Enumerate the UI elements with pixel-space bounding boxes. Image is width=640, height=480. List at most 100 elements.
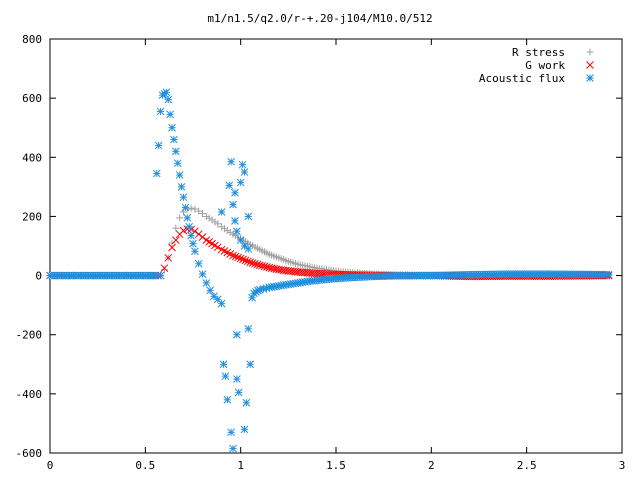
point-acoustic-flux: [183, 214, 192, 222]
point-acoustic-flux: [229, 200, 237, 209]
point-acoustic-flux: [244, 245, 253, 253]
point-r-stress: [214, 220, 222, 228]
legend-label-g-work: G work: [525, 59, 565, 72]
point-acoustic-flux: [187, 231, 195, 240]
point-acoustic-flux: [173, 159, 182, 168]
point-r-stress: [176, 214, 184, 222]
y-tick-label: 800: [22, 33, 42, 46]
point-r-stress: [168, 239, 176, 247]
point-acoustic-flux: [236, 178, 245, 187]
point-acoustic-flux: [240, 242, 249, 250]
point-r-stress: [223, 227, 231, 235]
point-g-work: [265, 263, 274, 272]
point-g-work: [164, 253, 173, 262]
point-r-stress: [172, 224, 180, 232]
point-g-work: [248, 259, 257, 267]
point-acoustic-flux: [240, 168, 249, 176]
x-tick-label: 2.5: [517, 459, 537, 472]
point-acoustic-flux: [225, 181, 234, 190]
point-r-stress: [205, 214, 213, 222]
legend-label-r-stress: R stress: [512, 46, 565, 59]
point-acoustic-flux: [194, 259, 203, 268]
point-g-work: [239, 255, 247, 264]
point-acoustic-flux: [191, 247, 199, 256]
y-tick-label: -200: [16, 329, 43, 342]
series-r-stress: [46, 204, 613, 280]
point-acoustic-flux: [234, 388, 243, 397]
point-g-work: [234, 253, 242, 262]
point-g-work: [236, 254, 245, 263]
point-acoustic-flux: [232, 227, 241, 236]
point-acoustic-flux: [227, 428, 235, 437]
point-acoustic-flux: [175, 171, 184, 179]
point-acoustic-flux: [210, 292, 218, 301]
point-acoustic-flux: [202, 279, 211, 287]
point-acoustic-flux: [240, 425, 249, 434]
y-tick-label: 400: [22, 151, 42, 164]
data-marks: [46, 88, 613, 453]
legend-marker-r-stress: [586, 48, 594, 56]
point-acoustic-flux: [185, 222, 194, 231]
point-acoustic-flux: [223, 395, 232, 404]
point-acoustic-flux: [217, 208, 226, 216]
point-acoustic-flux: [231, 217, 239, 225]
y-tick-label: 600: [22, 92, 42, 105]
x-tick-label: 3: [619, 459, 626, 472]
point-acoustic-flux: [179, 193, 188, 202]
legend-marker-acoustic-flux: [586, 74, 594, 82]
point-acoustic-flux: [168, 123, 176, 132]
point-g-work: [171, 236, 180, 244]
point-g-work: [260, 262, 269, 271]
x-tick-label: 0: [47, 459, 54, 472]
point-g-work: [267, 264, 276, 272]
point-acoustic-flux: [231, 188, 239, 197]
point-acoustic-flux: [152, 169, 161, 178]
point-acoustic-flux: [189, 239, 197, 248]
point-acoustic-flux: [242, 398, 251, 407]
point-g-work: [229, 251, 237, 260]
point-g-work: [243, 257, 252, 266]
point-acoustic-flux: [232, 330, 241, 339]
point-g-work: [198, 233, 207, 241]
point-g-work: [251, 259, 259, 268]
point-r-stress: [226, 228, 234, 236]
point-g-work: [241, 256, 250, 265]
legend-marker-g-work: [586, 61, 594, 69]
point-g-work: [194, 230, 203, 239]
point-r-stress: [187, 204, 195, 212]
y-tick-label: 0: [35, 270, 42, 283]
point-g-work: [272, 265, 281, 273]
point-acoustic-flux: [170, 135, 178, 144]
point-acoustic-flux: [206, 286, 215, 295]
x-tick-label: 1: [237, 459, 244, 472]
point-g-work: [231, 252, 240, 261]
point-acoustic-flux: [177, 183, 186, 191]
series-acoustic-flux: [46, 88, 613, 453]
point-acoustic-flux: [236, 236, 245, 244]
point-acoustic-flux: [227, 157, 235, 166]
point-acoustic-flux: [171, 147, 180, 156]
point-acoustic-flux: [232, 375, 241, 383]
point-r-stress: [199, 209, 207, 217]
point-acoustic-flux: [246, 360, 255, 369]
x-tick-label: 0.5: [135, 459, 155, 472]
point-acoustic-flux: [162, 88, 171, 97]
point-acoustic-flux: [156, 107, 165, 116]
y-tick-label: 200: [22, 210, 42, 223]
point-r-stress: [195, 207, 203, 215]
point-acoustic-flux: [164, 95, 173, 104]
point-g-work: [255, 261, 264, 270]
point-acoustic-flux: [238, 160, 247, 169]
point-g-work: [253, 260, 262, 269]
point-acoustic-flux: [244, 324, 253, 333]
axis-ticks: 0 0.5 1 1.5 2 2.5 3 -600 -400 -200 0 200 400 600 800: [16, 33, 626, 472]
point-g-work: [263, 263, 271, 271]
point-g-work: [258, 261, 266, 270]
point-acoustic-flux: [198, 270, 207, 278]
plot-frame: [49, 38, 623, 454]
point-acoustic-flux: [229, 444, 237, 453]
x-tick-label: 2: [428, 459, 435, 472]
point-g-work: [213, 243, 222, 252]
point-r-stress: [160, 266, 168, 274]
